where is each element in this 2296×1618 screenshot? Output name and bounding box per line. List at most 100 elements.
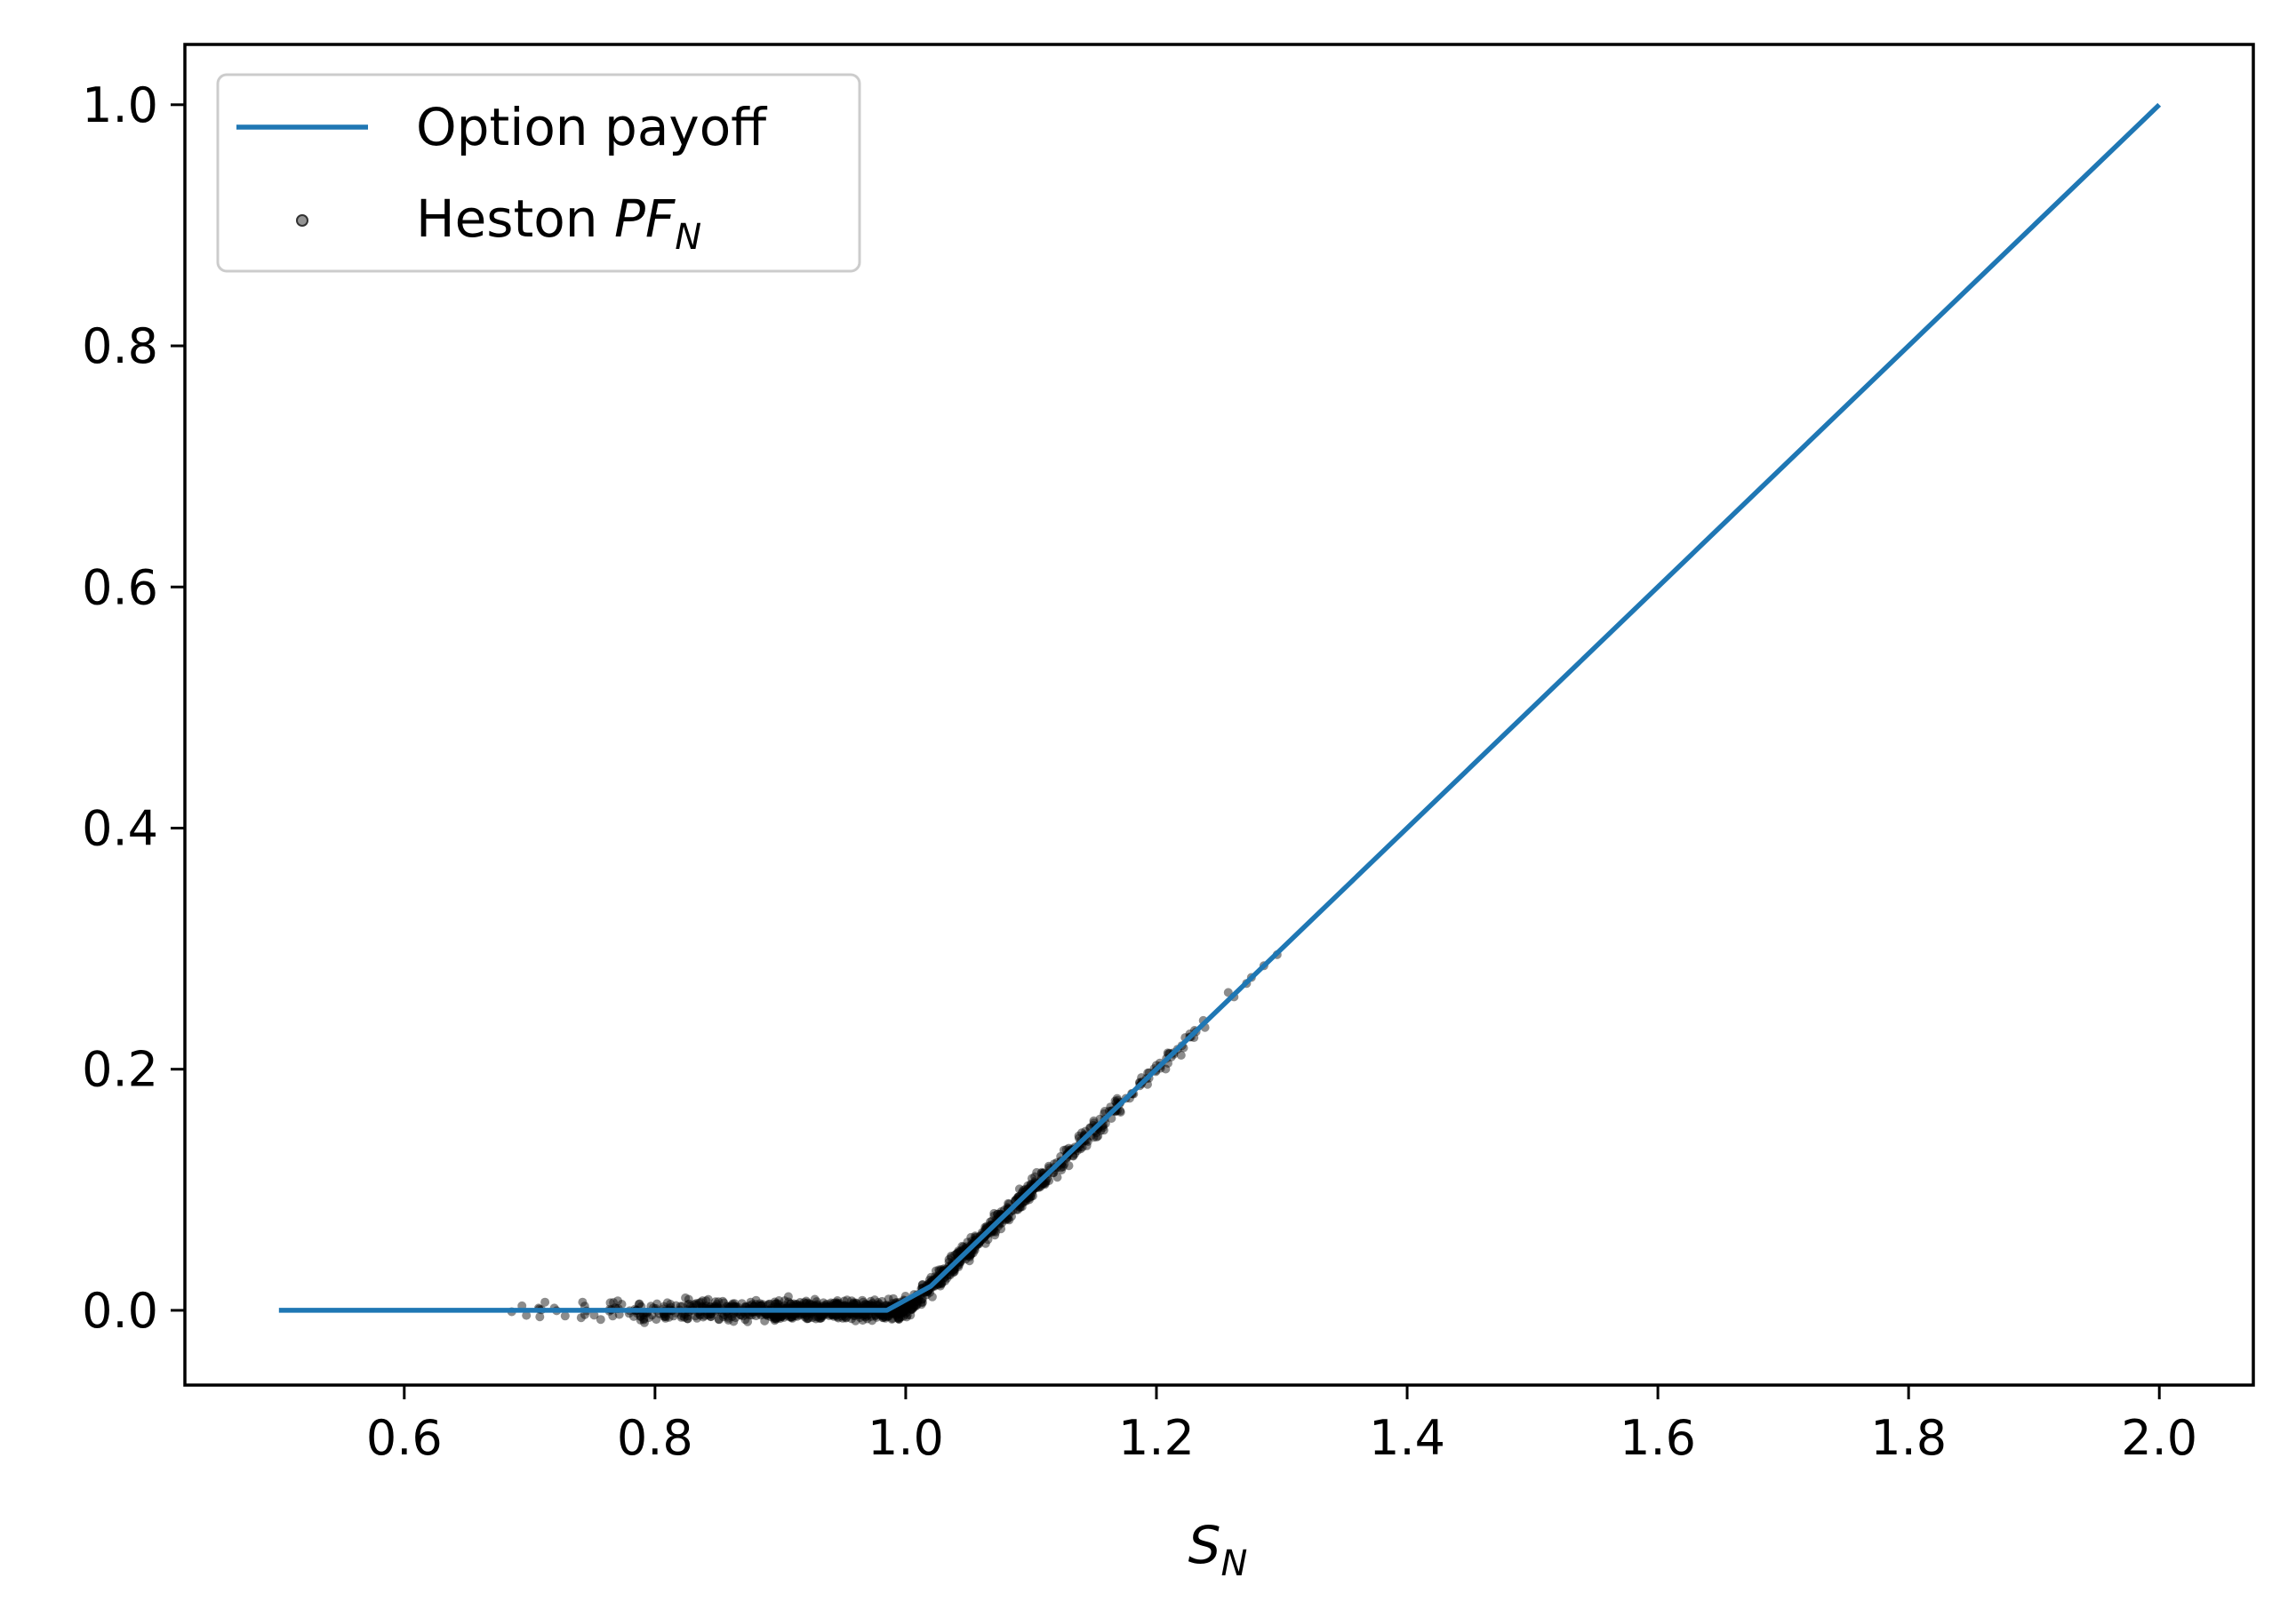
scatter-point xyxy=(756,1310,766,1320)
scatter-point xyxy=(862,1314,872,1324)
scatter-point xyxy=(771,1299,780,1309)
scatter-point xyxy=(1110,1096,1120,1106)
scatter-point xyxy=(696,1297,706,1307)
scatter-point xyxy=(729,1317,739,1326)
scatter-point xyxy=(851,1316,860,1326)
scatter-point xyxy=(808,1313,818,1323)
scatter-point xyxy=(898,1307,908,1317)
scatter-point xyxy=(639,1314,649,1324)
scatter-point xyxy=(815,1310,825,1320)
scatter-point xyxy=(748,1310,757,1320)
scatter-point xyxy=(683,1300,692,1310)
scatter-point xyxy=(810,1301,820,1310)
scatter-point xyxy=(879,1311,889,1321)
scatter-point xyxy=(1074,1131,1084,1141)
x-tick-label: 1.8 xyxy=(1870,1410,1947,1466)
scatter-point xyxy=(892,1310,901,1320)
y-tick-label: 0.0 xyxy=(82,1283,158,1339)
scatter-point xyxy=(931,1266,940,1276)
scatter-point xyxy=(706,1312,716,1322)
scatter-point xyxy=(917,1298,927,1307)
scatter-point xyxy=(738,1311,748,1321)
scatter-point xyxy=(877,1311,887,1320)
scatter-point xyxy=(877,1296,887,1306)
scatter-point xyxy=(792,1300,802,1310)
scatter-point xyxy=(746,1297,756,1307)
scatter-point xyxy=(760,1316,770,1326)
scatter-point xyxy=(902,1303,912,1313)
scatter-point xyxy=(927,1292,937,1302)
scatter-point xyxy=(1004,1215,1014,1225)
scatter-point xyxy=(736,1310,746,1320)
scatter-point xyxy=(802,1314,812,1324)
scatter-point xyxy=(906,1304,916,1314)
scatter-point xyxy=(608,1311,618,1321)
scatter-point xyxy=(917,1294,927,1304)
scatter-point xyxy=(690,1300,700,1310)
scatter-point xyxy=(908,1301,918,1310)
scatter-point xyxy=(892,1309,902,1318)
scatter-point xyxy=(839,1296,849,1306)
scatter-point xyxy=(801,1299,811,1309)
scatter-point xyxy=(829,1311,838,1321)
scatter-point xyxy=(681,1293,691,1302)
scatter-point xyxy=(832,1299,842,1309)
scatter-point xyxy=(816,1311,826,1321)
scatter-point xyxy=(878,1312,888,1322)
scatter-point xyxy=(906,1305,916,1315)
scatter-point xyxy=(866,1296,876,1306)
scatter-point xyxy=(701,1296,711,1306)
scatter-point xyxy=(728,1299,738,1309)
scatter-point xyxy=(780,1296,789,1306)
scatter-point xyxy=(853,1310,863,1320)
scatter-point xyxy=(676,1312,686,1322)
scatter-point xyxy=(949,1267,959,1277)
legend: Option payoff Heston PFN xyxy=(216,73,861,273)
x-axis-label: SN xyxy=(1188,1515,1248,1584)
scatter-point xyxy=(803,1314,812,1324)
scatter-point xyxy=(684,1294,693,1304)
scatter-point xyxy=(763,1311,772,1320)
scatter-point xyxy=(666,1300,676,1309)
scatter-point xyxy=(888,1313,897,1323)
scatter-point xyxy=(852,1299,861,1309)
scatter-point xyxy=(1082,1141,1092,1150)
scatter-point xyxy=(849,1298,859,1308)
scatter-point xyxy=(769,1312,779,1321)
scatter-point xyxy=(883,1311,892,1321)
scatter-point xyxy=(833,1299,843,1309)
scatter-point xyxy=(996,1224,1006,1234)
scatter-point xyxy=(831,1301,840,1310)
scatter-point xyxy=(865,1300,875,1310)
scatter-point xyxy=(740,1315,750,1325)
scatter-point xyxy=(889,1294,898,1303)
scatter-point xyxy=(799,1298,809,1308)
scatter-point xyxy=(763,1301,772,1310)
scatter-point xyxy=(772,1313,781,1323)
scatter-point xyxy=(916,1297,926,1307)
scatter-point xyxy=(899,1311,908,1321)
scatter-point xyxy=(983,1235,993,1245)
scatter-point xyxy=(852,1301,862,1310)
scatter-point xyxy=(605,1298,615,1308)
scatter-point xyxy=(1077,1128,1086,1138)
scatter-point xyxy=(1099,1125,1108,1135)
scatter-point xyxy=(660,1313,670,1323)
scatter-point xyxy=(816,1313,826,1323)
scatter-point xyxy=(884,1294,893,1304)
scatter-point xyxy=(811,1314,820,1324)
scatter-point xyxy=(963,1238,972,1247)
scatter-point xyxy=(812,1301,822,1310)
scatter-point xyxy=(692,1299,701,1309)
scatter-point xyxy=(692,1300,701,1310)
scatter-point xyxy=(990,1230,1000,1240)
x-tick-label: 2.0 xyxy=(2121,1410,2197,1466)
scatter-point xyxy=(683,1311,692,1321)
scatter-point xyxy=(589,1310,599,1320)
scatter-point xyxy=(777,1311,787,1321)
scatter-point xyxy=(769,1311,779,1321)
scatter-point xyxy=(831,1300,841,1310)
scatter-point xyxy=(840,1311,850,1321)
scatter-point xyxy=(820,1301,830,1310)
scatter-point xyxy=(1093,1131,1103,1141)
